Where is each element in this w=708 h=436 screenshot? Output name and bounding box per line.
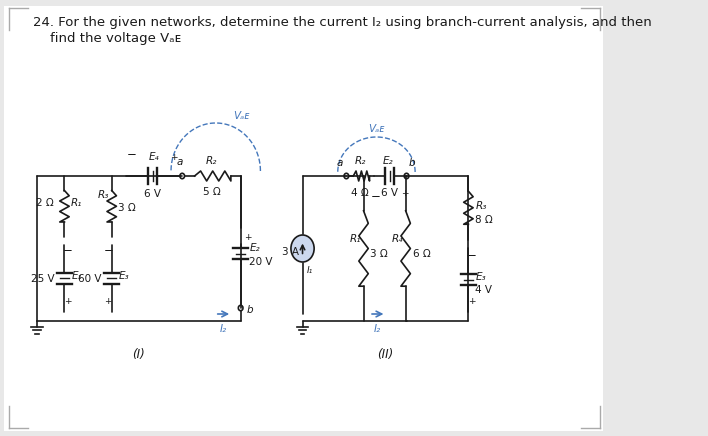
Text: 20 V: 20 V [249,256,273,266]
Text: (I): (I) [132,348,145,361]
Text: +: + [64,296,72,306]
Text: +: + [468,296,476,306]
Text: 8 Ω: 8 Ω [475,215,493,225]
Text: −: − [103,244,113,257]
Text: R₁: R₁ [71,198,82,208]
Text: +: + [401,189,409,198]
Text: I₂: I₂ [374,324,382,334]
Text: E₂: E₂ [383,156,394,166]
Text: 6 V: 6 V [382,188,399,198]
Text: (II): (II) [377,348,394,361]
Text: R₁: R₁ [350,234,361,243]
Circle shape [344,173,348,179]
Text: E₃: E₃ [475,272,486,282]
Text: 5 Ω: 5 Ω [202,187,220,197]
Text: R₂: R₂ [206,156,217,166]
Text: −: − [467,249,476,262]
Text: a: a [176,157,183,167]
Circle shape [404,173,409,179]
Text: E₃: E₃ [119,271,130,281]
Text: 24. For the given networks, determine the current I₂ using branch-current analys: 24. For the given networks, determine th… [33,16,651,29]
Text: Vₐᴇ: Vₐᴇ [234,111,250,121]
Text: 6 V: 6 V [144,189,161,199]
Text: I₂: I₂ [220,324,227,334]
Text: +: + [171,153,178,162]
Circle shape [180,173,185,179]
Text: 2 Ω: 2 Ω [36,198,54,208]
Text: find the voltage Vₐᴇ: find the voltage Vₐᴇ [33,32,181,45]
Text: R₃: R₃ [475,201,486,211]
Text: a: a [336,158,343,168]
Text: R₄: R₄ [392,234,403,243]
Text: 60 V: 60 V [78,274,101,284]
Circle shape [291,235,314,262]
Text: E₄: E₄ [149,152,159,162]
Text: R₂: R₂ [355,156,366,166]
Text: 3 Ω: 3 Ω [370,249,388,259]
Circle shape [239,305,243,311]
Text: +: + [105,296,112,306]
Text: 4 Ω: 4 Ω [351,188,369,198]
Text: R₃: R₃ [98,190,109,200]
Text: 3 A: 3 A [282,246,299,256]
Text: b: b [409,158,415,168]
Text: Vₐᴇ: Vₐᴇ [368,124,384,134]
Text: 6 Ω: 6 Ω [413,249,430,259]
Text: 4 V: 4 V [475,285,492,295]
Text: E₂: E₂ [249,242,260,252]
FancyBboxPatch shape [4,6,603,431]
Text: −: − [371,190,380,203]
Text: I₁: I₁ [307,266,313,275]
Text: 3 Ω: 3 Ω [118,203,135,213]
Text: −: − [63,244,73,257]
Text: E₁: E₁ [72,271,82,281]
Text: b: b [246,305,253,315]
Text: +: + [244,233,251,242]
Text: −: − [127,148,137,161]
Text: 25 V: 25 V [30,274,54,284]
